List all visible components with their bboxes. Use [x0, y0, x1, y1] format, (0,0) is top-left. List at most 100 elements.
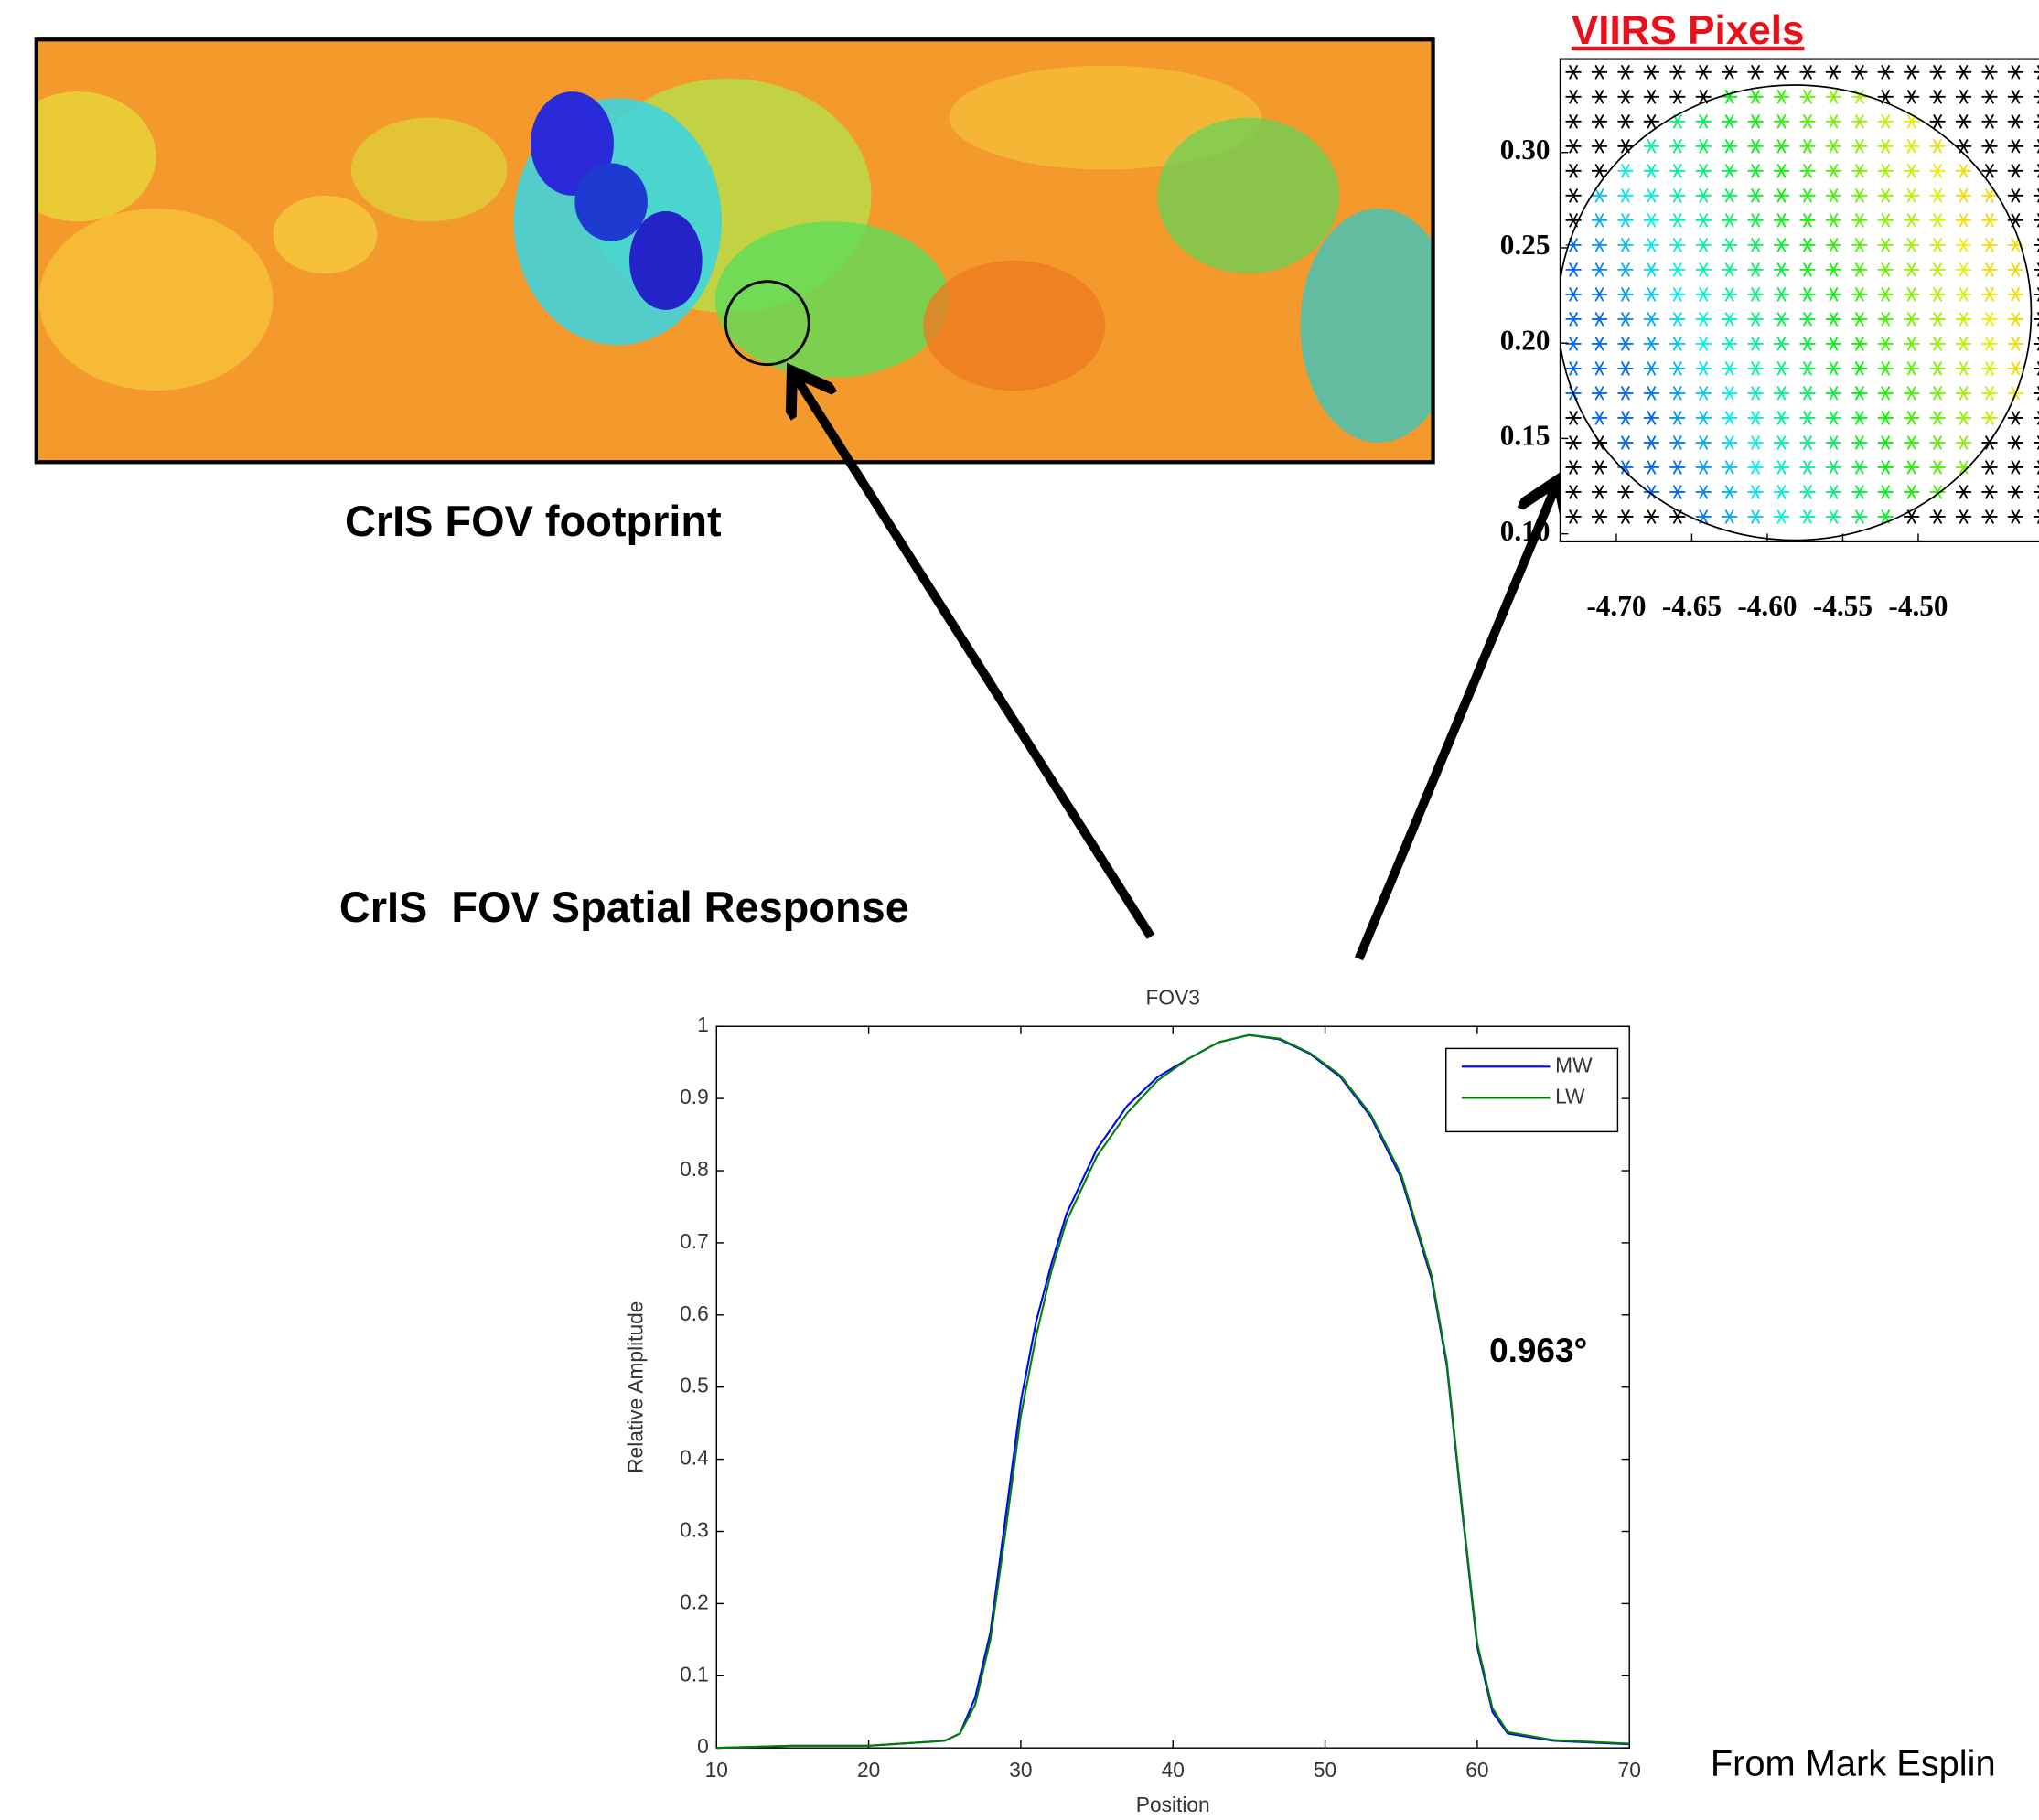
pixel-mark — [1617, 312, 1634, 327]
pixel-mark — [1565, 187, 1582, 203]
pixel-mark — [1774, 138, 1790, 154]
pixel-mark — [1799, 287, 1816, 302]
chart-title: FOV3 — [1146, 985, 1200, 1009]
pixel-mark — [1956, 89, 1972, 104]
y-tick-label: 0 — [697, 1734, 709, 1758]
response-label: CrIS FOV Spatial Response — [339, 883, 909, 931]
pixel-mark — [1851, 337, 1868, 351]
pixel-mark — [1695, 435, 1712, 450]
pixel-mark — [1877, 113, 1894, 129]
pixel-mark — [1565, 361, 1582, 376]
pixel-mark — [1747, 435, 1764, 450]
pixel-mark — [2007, 89, 2023, 104]
x-tick-label: 70 — [1618, 1758, 1641, 1782]
pixel-mark — [1825, 386, 1841, 401]
pixel-mark — [1774, 163, 1790, 178]
pixel-mark — [1695, 460, 1712, 475]
pixel-mark — [1747, 337, 1764, 351]
pixel-mark — [1747, 163, 1764, 178]
pixel-mark — [2034, 262, 2039, 277]
pixel-mark — [1695, 411, 1712, 425]
pixel-mark — [1851, 262, 1868, 277]
pixel-mark — [1929, 262, 1946, 277]
pixel-mark — [1774, 312, 1790, 327]
pixel-mark — [1877, 187, 1894, 203]
pixel-mark — [1565, 460, 1582, 475]
pixel-mark — [2007, 361, 2023, 376]
pixel-mark — [1643, 509, 1659, 524]
y-tick-label: 0.1 — [680, 1662, 709, 1686]
pixel-mark — [1904, 262, 1920, 277]
annotation: 0.963° — [1489, 1332, 1587, 1369]
pixel-mark — [1565, 435, 1582, 450]
pixel-mark — [1799, 237, 1816, 252]
pixel-mark — [1774, 262, 1790, 277]
pixel-mark — [1956, 163, 1972, 178]
pixel-mark — [1669, 312, 1686, 327]
pixel-mark — [1851, 64, 1868, 80]
pixel-mark — [1565, 64, 1582, 80]
pixel-mark — [1877, 485, 1894, 499]
pixel-mark — [1617, 485, 1634, 499]
pixel-mark — [2034, 361, 2039, 376]
pixel-mark — [1591, 89, 1608, 104]
y-tick-label: 0.2 — [680, 1590, 709, 1613]
pixel-mark — [1799, 485, 1816, 499]
pixel-mark — [1747, 237, 1764, 252]
pixel-mark — [1617, 262, 1634, 277]
credit: From Mark Esplin — [1711, 1744, 1996, 1784]
pixel-mark — [1591, 361, 1608, 376]
pixel-mark — [1851, 287, 1868, 302]
pixel-mark — [1695, 485, 1712, 499]
pixel-mark — [1877, 361, 1894, 376]
pixel-mark — [1851, 163, 1868, 178]
pixel-mark — [1565, 262, 1582, 277]
pixel-mark — [2034, 435, 2039, 450]
x-tick-label: 40 — [1162, 1758, 1185, 1782]
pixel-mark — [1981, 411, 1998, 425]
pixel-mark — [2034, 212, 2039, 228]
pixel-mark — [1722, 435, 1738, 450]
pixel-mark — [1877, 138, 1894, 154]
pixel-mark — [1799, 361, 1816, 376]
pixel-mark — [1904, 386, 1920, 401]
image-frame — [34, 37, 1435, 465]
pixel-mark — [1695, 113, 1712, 129]
y-tick-label: 0.10 — [1500, 515, 1551, 547]
pixel-mark — [1774, 435, 1790, 450]
pixel-mark — [1695, 386, 1712, 401]
pixel-mark — [1669, 411, 1686, 425]
pixel-mark — [1565, 337, 1582, 351]
pixel-mark — [1565, 163, 1582, 178]
pixel-mark — [1722, 485, 1738, 499]
pixel-mark — [1695, 287, 1712, 302]
pixel-mark — [1565, 287, 1582, 302]
pixel-mark — [1825, 262, 1841, 277]
pixel-mark — [1669, 262, 1686, 277]
pixel-mark — [1851, 485, 1868, 499]
pixel-mark — [1799, 411, 1816, 425]
pixel-mark — [1825, 138, 1841, 154]
pixel-mark — [1643, 460, 1659, 475]
pixel-mark — [1929, 212, 1946, 228]
pixel-mark — [1617, 113, 1634, 129]
pixel-mark — [1904, 361, 1920, 376]
pixel-mark — [1799, 163, 1816, 178]
pixel-mark — [1929, 435, 1946, 450]
pixel-mark — [1722, 113, 1738, 129]
y-tick-label: 0.15 — [1500, 420, 1551, 452]
pixel-mark — [1981, 237, 1998, 252]
pixel-mark — [2007, 64, 2023, 80]
pixel-mark — [1956, 187, 1972, 203]
pixel-mark — [1825, 509, 1841, 524]
pixel-mark — [1956, 411, 1972, 425]
pixel-mark — [1747, 64, 1764, 80]
pixel-mark — [1877, 337, 1894, 351]
pixel-mark — [1669, 460, 1686, 475]
pixel-mark — [1747, 386, 1764, 401]
pixel-mark — [1904, 435, 1920, 450]
pixel-mark — [1825, 237, 1841, 252]
pixel-mark — [1851, 460, 1868, 475]
x-tick-label: 50 — [1314, 1758, 1336, 1782]
pixel-mark — [2034, 460, 2039, 475]
